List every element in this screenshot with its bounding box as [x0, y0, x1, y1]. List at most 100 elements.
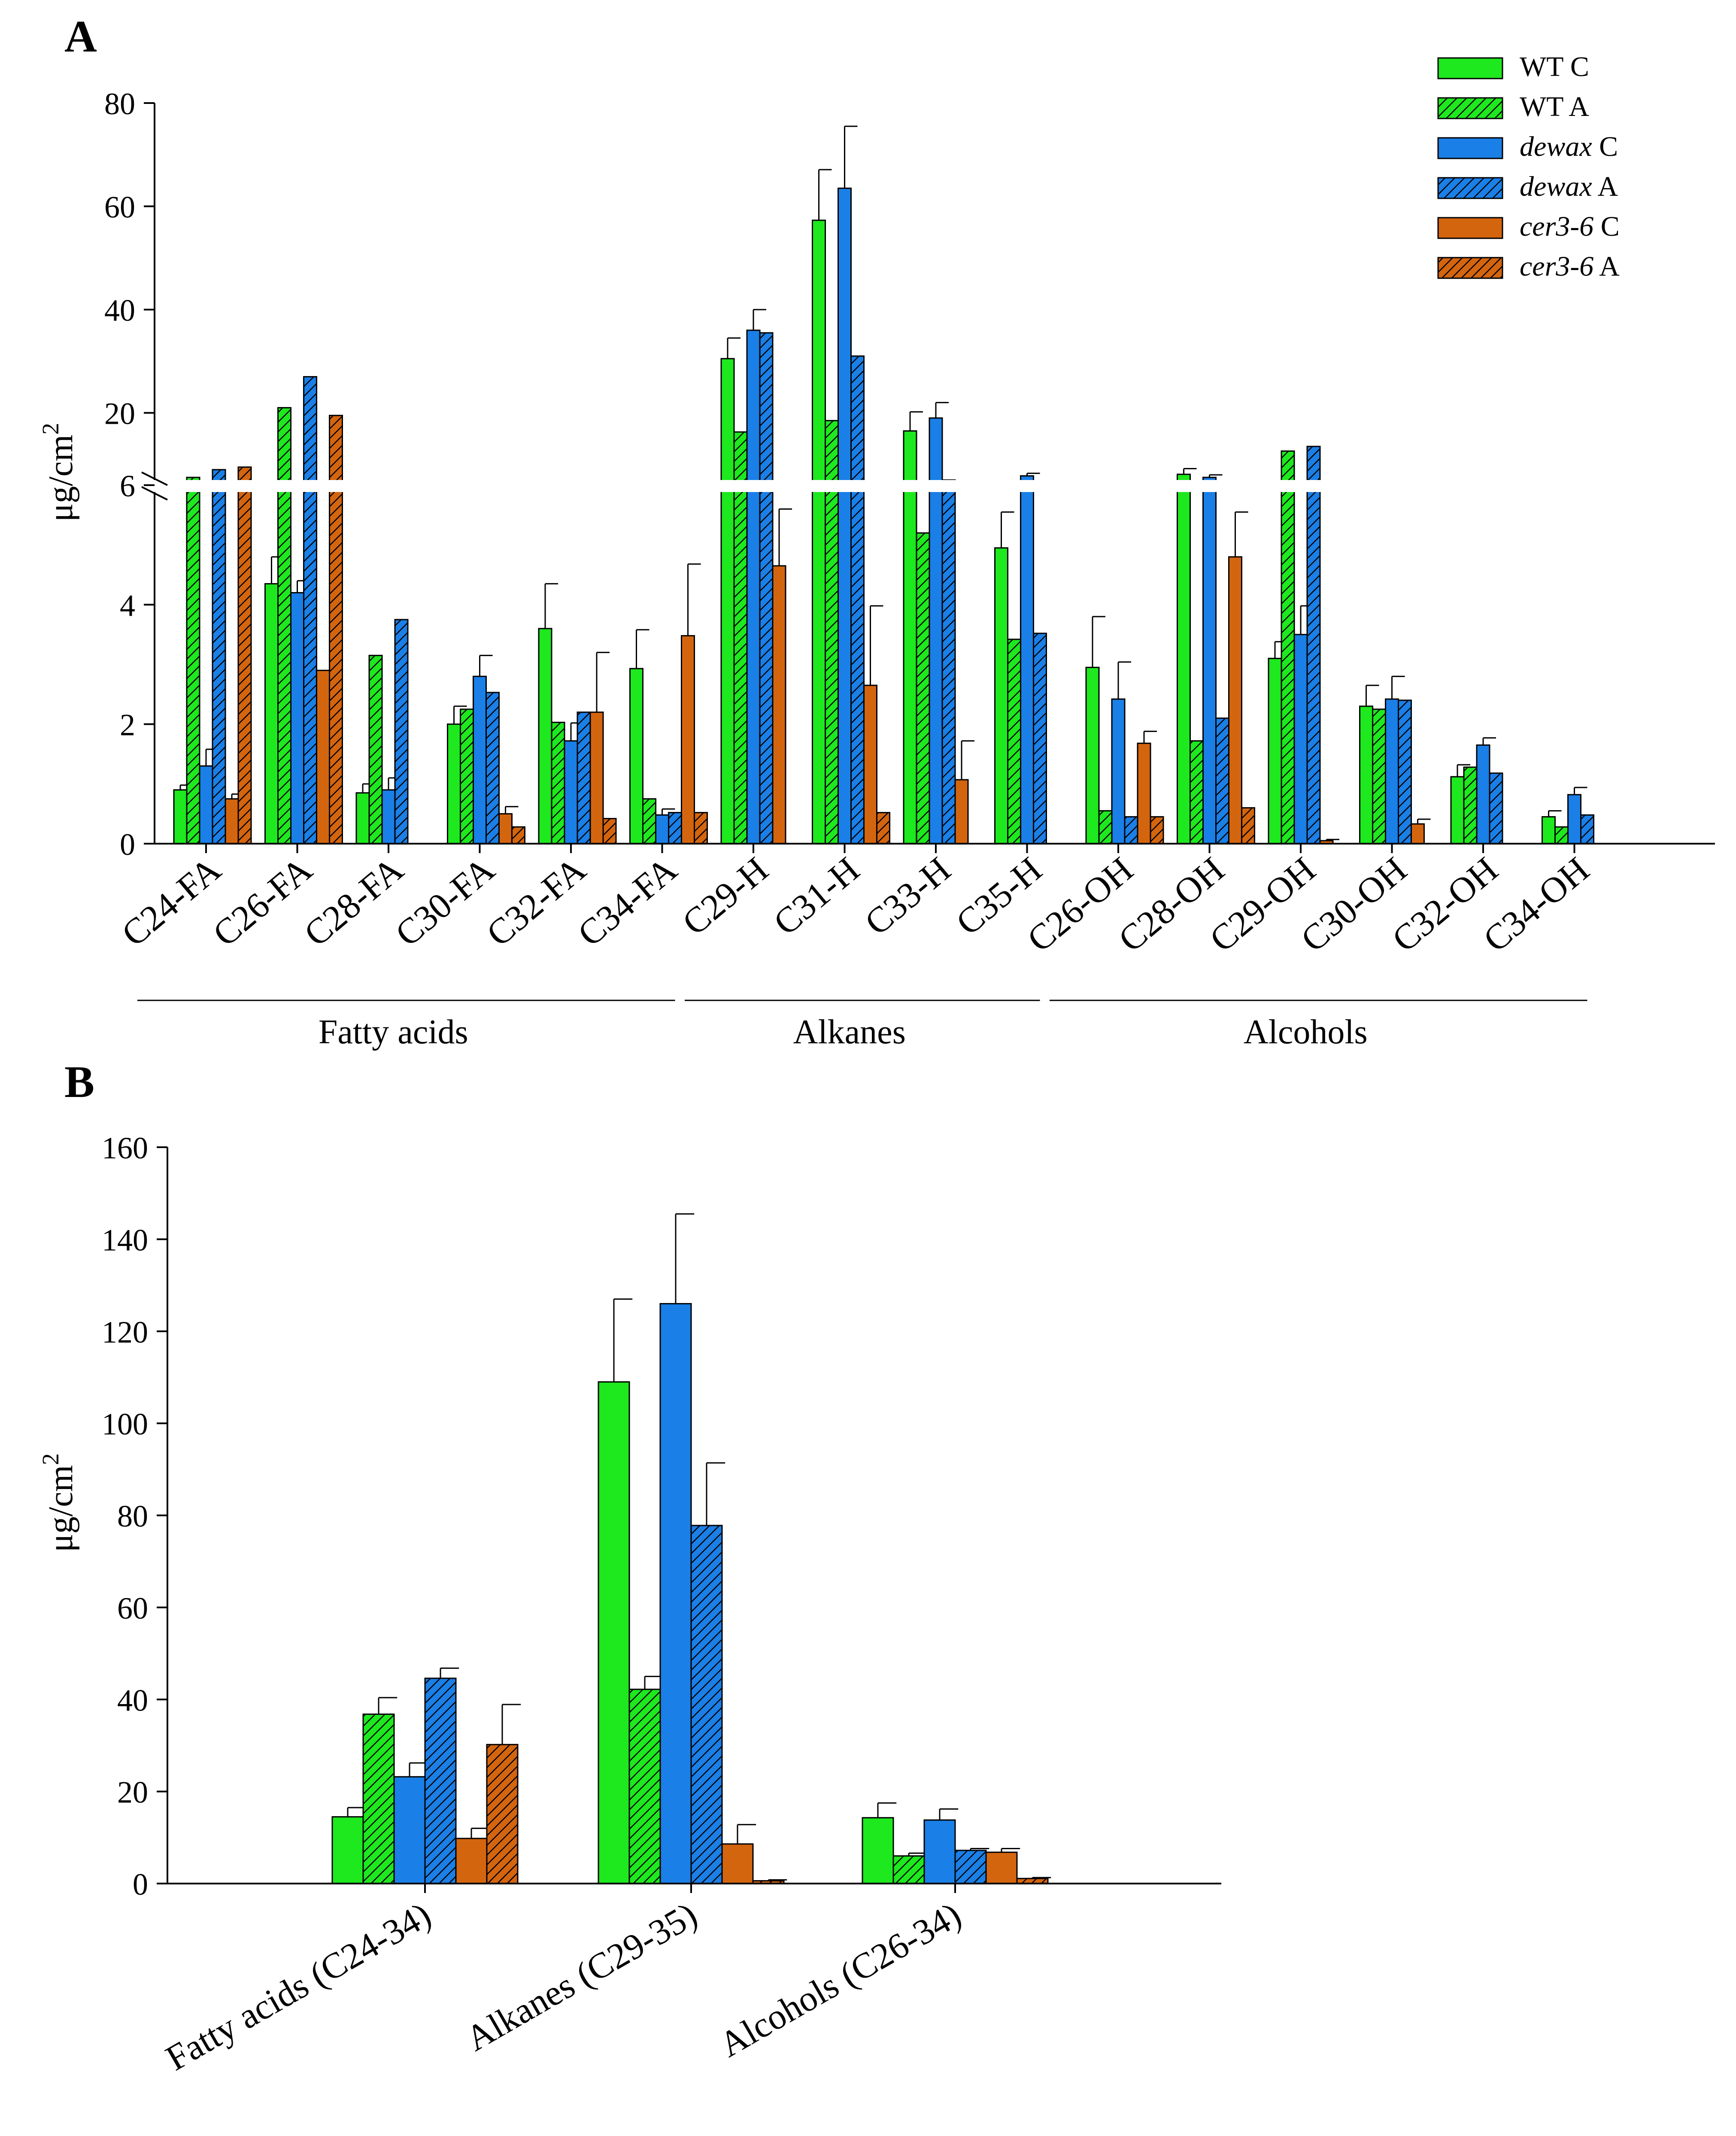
bar-c29-h-dewax-a-lower	[759, 484, 774, 845]
bar-c30-oh-dewax-a	[1398, 699, 1412, 845]
x-tick-label-alkanes-c29-35: Alkanes (C29-35)	[459, 1895, 704, 2059]
bar-c29-h-dewax-c-lower	[746, 484, 761, 845]
legend-condition: C	[1563, 51, 1589, 82]
bar-c26-oh-wt-c	[1085, 666, 1100, 845]
bar-c26-fa-cer3-6-a-lower	[329, 484, 343, 845]
axis-break-mark	[141, 486, 168, 501]
legend-swatch-cer3-6-a	[1437, 257, 1503, 279]
bar-c34-fa-wt-a	[642, 798, 656, 845]
bar-c34-fa-cer3-6-c	[681, 635, 695, 845]
y-tick-label: 20	[117, 1775, 148, 1810]
bar-c26-fa-cer3-6-a-upper	[329, 415, 343, 486]
x-tick-label-c24-fa: C24-FA	[114, 849, 228, 954]
bar-alcohols-c26-34-wt-a	[892, 1855, 925, 1884]
bar-c28-fa-wt-a	[368, 655, 383, 845]
bar-alcohols-c26-34-dewax-a	[954, 1850, 987, 1884]
bar-c31-h-wt-a-lower	[825, 484, 839, 845]
bar-fatty-acids-c24-34-dewax-a	[424, 1677, 457, 1884]
bar-c29-h-wt-c-lower	[720, 484, 735, 845]
bar-c31-h-dewax-c-upper	[838, 187, 852, 486]
bar-c30-oh-wt-a	[1372, 708, 1386, 845]
x-tick-label-c30-fa: C30-FA	[388, 849, 502, 954]
bar-c29-h-cer3-6-c	[772, 565, 786, 845]
legend-label-dewax-a: dewax A	[1520, 171, 1618, 202]
panel-b-label: B	[64, 1057, 94, 1107]
bar-c31-h-cer3-6-a	[876, 812, 890, 845]
bar-c24-fa-cer3-6-a-lower	[237, 484, 252, 845]
bar-c29-oh-dewax-c	[1293, 634, 1308, 845]
bar-c35-h-wt-c	[994, 547, 1008, 845]
x-tick-label-c26-fa: C26-FA	[206, 849, 320, 954]
bar-c31-h-dewax-a-lower	[850, 484, 865, 845]
bar-c29-h-dewax-a-upper	[759, 332, 774, 486]
bar-c26-fa-cer3-6-c	[316, 669, 330, 845]
bar-c29-oh-dewax-a-lower	[1306, 484, 1321, 845]
bar-alcohols-c26-34-cer3-6-c	[985, 1851, 1018, 1884]
y-tick-label: 20	[104, 397, 135, 431]
bar-c28-fa-dewax-a	[394, 619, 409, 845]
bar-c30-fa-wt-c	[447, 723, 461, 845]
bar-c31-h-wt-c-lower	[812, 484, 826, 845]
y-tick-label: 160	[102, 1131, 148, 1165]
legend-label-cer3-6-a: cer3-6 A	[1520, 251, 1620, 282]
x-tick-label-c28-fa: C28-FA	[297, 849, 411, 954]
x-tick-label-c34-fa: C34-FA	[571, 849, 685, 954]
bar-c33-h-dewax-c-lower	[929, 484, 943, 845]
chart-b-ylabel: μg/cm2	[37, 1453, 80, 1552]
bar-c28-oh-cer3-6-c	[1228, 556, 1242, 845]
chart-b-ylabel-sup: 2	[37, 1453, 64, 1465]
bar-c35-h-wt-a	[1007, 638, 1021, 845]
bar-c33-h-cer3-6-c	[954, 779, 969, 845]
bar-c35-h-dewax-c-lower	[1020, 484, 1034, 845]
bar-c31-h-dewax-c-lower	[838, 484, 852, 845]
bar-fatty-acids-c24-34-cer3-6-a	[486, 1744, 519, 1884]
y-tick-label: 80	[104, 87, 135, 121]
bar-c29-oh-dewax-a-upper	[1306, 446, 1321, 486]
legend-label-wt-a: WT A	[1520, 91, 1589, 122]
bar-c34-fa-wt-c	[629, 668, 643, 845]
x-tick-label-fatty-acids-c24-34: Fatty acids (C24-34)	[159, 1895, 438, 2078]
bar-alkanes-c29-35-wt-a	[628, 1689, 661, 1884]
bar-fatty-acids-c24-34-cer3-6-c	[455, 1838, 488, 1884]
bar-c34-fa-dewax-c	[655, 814, 669, 845]
bar-c34-fa-dewax-a	[668, 812, 682, 845]
legend-condition: A	[1593, 251, 1620, 282]
bar-fatty-acids-c24-34-dewax-c	[393, 1776, 426, 1884]
bar-c28-oh-dewax-a	[1215, 717, 1229, 845]
x-tick-label-alcohols-c26-34: Alcohols (C26-34)	[713, 1895, 968, 2065]
bar-c32-fa-dewax-c	[564, 740, 578, 845]
bar-c34-oh-dewax-c	[1567, 794, 1581, 845]
chart-a-ylabel-sup: 2	[37, 423, 64, 435]
y-tick-label: 60	[117, 1591, 148, 1626]
y-tick-label: 6	[120, 469, 135, 503]
chart-a-ylabel-text: μg/cm2	[37, 423, 80, 522]
bar-c32-fa-wt-a	[551, 721, 565, 845]
bar-c26-oh-dewax-c	[1111, 698, 1126, 845]
y-tick-label: 120	[102, 1315, 148, 1349]
bar-c32-oh-wt-c	[1450, 776, 1465, 845]
legend-genotype: WT	[1520, 91, 1563, 122]
y-tick-label: 2	[120, 708, 135, 742]
bar-c30-oh-cer3-6-c	[1411, 823, 1425, 845]
bar-c26-fa-dewax-c	[290, 592, 304, 845]
legend-condition: C	[1593, 211, 1620, 242]
bar-fatty-acids-c24-34-wt-c	[331, 1816, 364, 1884]
bar-c28-oh-wt-c-lower	[1177, 484, 1191, 845]
legend-swatch-cer3-6-c	[1437, 217, 1503, 239]
bar-c28-fa-wt-c	[355, 792, 370, 845]
axis-break-gap	[129, 480, 1717, 492]
bar-c26-fa-dewax-a-lower	[303, 484, 317, 845]
bar-c30-fa-dewax-a	[486, 692, 500, 845]
bar-c24-fa-cer3-6-c	[225, 798, 239, 845]
bar-c30-fa-cer3-6-a	[511, 826, 525, 845]
x-tick-label-c29-h: C29-H	[675, 849, 776, 943]
bar-c34-fa-cer3-6-a	[694, 812, 708, 845]
bar-c29-oh-wt-a-lower	[1281, 484, 1295, 845]
bar-c26-fa-wt-a-upper	[277, 407, 291, 486]
bar-c32-fa-cer3-6-a	[602, 818, 617, 845]
bar-c29-h-wt-a-upper	[733, 431, 748, 486]
bar-c31-h-dewax-a-upper	[850, 355, 865, 486]
y-tick-label: 40	[104, 293, 135, 328]
bar-c32-fa-cer3-6-c	[589, 711, 604, 845]
